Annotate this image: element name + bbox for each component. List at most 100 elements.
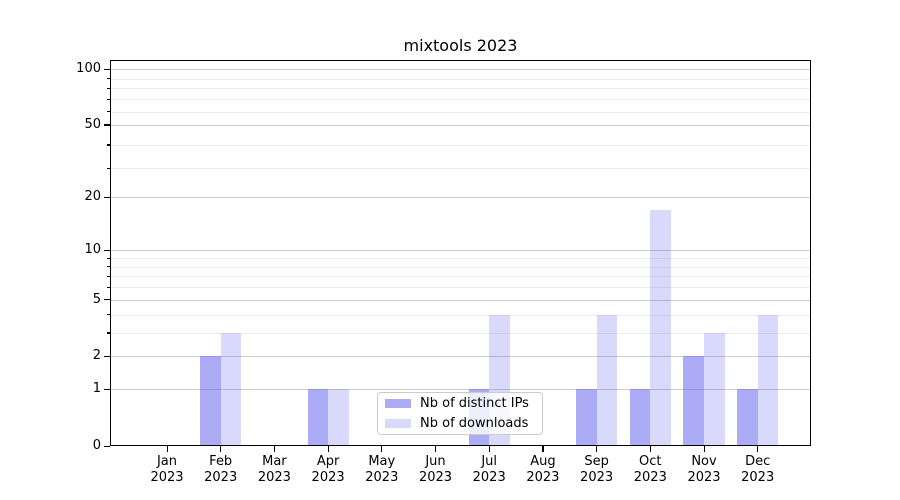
gridline-major bbox=[110, 299, 811, 301]
x-tick-year: 2023 bbox=[204, 469, 238, 485]
y-minor-tick-mark bbox=[107, 78, 110, 80]
gridline-minor bbox=[110, 266, 811, 268]
gridline-major bbox=[110, 250, 811, 252]
y-minor-tick-mark bbox=[107, 111, 110, 113]
gridline-minor bbox=[110, 78, 811, 80]
gridline-minor bbox=[110, 287, 811, 289]
legend-swatch-downloads bbox=[385, 419, 411, 428]
gridline-major bbox=[110, 197, 811, 199]
x-tick-year: 2023 bbox=[633, 469, 667, 485]
x-tick-year: 2023 bbox=[418, 469, 453, 485]
bar-distinct-ips bbox=[629, 389, 651, 446]
y-tick-mark bbox=[104, 196, 110, 199]
y-minor-tick-mark bbox=[107, 257, 110, 259]
y-tick-mark bbox=[104, 124, 110, 126]
y-tick-label: 20 bbox=[84, 189, 101, 205]
x-tick-label: May 2023 bbox=[350, 454, 414, 485]
gridline-minor bbox=[110, 314, 811, 316]
x-tick-label: Apr 2023 bbox=[296, 454, 360, 485]
x-tick-label: Jul 2023 bbox=[457, 454, 521, 485]
y-tick-label: 10 bbox=[84, 242, 101, 258]
gridline-major bbox=[110, 124, 811, 126]
y-tick-label: 5 bbox=[92, 291, 101, 307]
x-tick-mark bbox=[542, 446, 544, 452]
y-minor-tick-mark bbox=[107, 332, 110, 334]
legend-item-distinct-ips: Nb of distinct IPs bbox=[385, 396, 542, 411]
legend-swatch-distinct-ips bbox=[385, 399, 411, 408]
y-minor-tick-mark bbox=[107, 286, 110, 288]
x-tick-label: Jun 2023 bbox=[404, 454, 468, 485]
x-tick-month: Jun bbox=[425, 454, 446, 469]
x-tick-label: Mar 2023 bbox=[242, 454, 306, 485]
x-tick-month: Mar bbox=[262, 454, 287, 469]
x-tick-month: May bbox=[368, 454, 396, 469]
gridline-minor bbox=[110, 99, 811, 101]
x-tick-mark bbox=[757, 446, 759, 452]
legend: Nb of distinct IPs Nb of downloads bbox=[377, 392, 543, 435]
gridline-major bbox=[110, 389, 811, 391]
bar-distinct-ips bbox=[576, 389, 597, 446]
gridline-minor bbox=[110, 88, 811, 90]
x-tick-label: Nov 2023 bbox=[672, 454, 736, 485]
y-minor-tick-mark bbox=[107, 314, 110, 316]
x-tick-year: 2023 bbox=[526, 469, 560, 485]
x-tick-mark bbox=[220, 446, 222, 452]
x-tick-label: Dec 2023 bbox=[726, 454, 790, 485]
x-tick-month: Nov bbox=[691, 454, 717, 469]
x-tick-mark bbox=[273, 446, 276, 452]
bar-distinct-ips bbox=[200, 356, 221, 446]
x-tick-mark bbox=[596, 446, 598, 452]
x-tick-mark bbox=[649, 446, 651, 452]
legend-label-distinct-ips: Nb of distinct IPs bbox=[420, 396, 529, 411]
x-tick-year: 2023 bbox=[580, 469, 614, 485]
x-tick-mark bbox=[327, 446, 329, 452]
gridline-major bbox=[110, 356, 811, 358]
y-minor-tick-mark bbox=[107, 98, 110, 100]
legend-item-downloads: Nb of downloads bbox=[385, 416, 542, 431]
gridline-minor bbox=[110, 276, 811, 278]
x-tick-year: 2023 bbox=[365, 469, 399, 485]
bar-distinct-ips bbox=[683, 356, 704, 446]
x-tick-mark bbox=[435, 446, 437, 452]
y-tick-label: 0 bbox=[92, 438, 101, 453]
x-tick-month: Apr bbox=[316, 454, 340, 469]
y-tick-label: 2 bbox=[92, 348, 101, 364]
y-tick-mark bbox=[104, 388, 110, 391]
x-tick-year: 2023 bbox=[150, 469, 184, 485]
gridline-minor bbox=[110, 144, 811, 146]
x-tick-label: Aug 2023 bbox=[511, 454, 575, 485]
y-minor-tick-mark bbox=[107, 144, 110, 146]
plot-area bbox=[110, 60, 811, 446]
y-minor-tick-mark bbox=[107, 266, 110, 268]
x-tick-year: 2023 bbox=[311, 469, 345, 485]
x-tick-mark bbox=[703, 446, 705, 452]
gridline-minor bbox=[110, 111, 811, 113]
x-tick-label: Jan 2023 bbox=[135, 454, 199, 485]
gridline-minor bbox=[110, 332, 811, 334]
x-tick-label: Feb 2023 bbox=[189, 454, 253, 485]
x-tick-month: Aug bbox=[530, 454, 556, 469]
x-tick-month: Sep bbox=[584, 454, 609, 469]
y-tick-label: 50 bbox=[84, 116, 101, 132]
y-tick-mark bbox=[104, 355, 110, 357]
x-tick-mark bbox=[166, 446, 168, 452]
bar-downloads bbox=[650, 210, 671, 446]
gridline-minor bbox=[110, 168, 811, 170]
y-minor-tick-mark bbox=[107, 167, 110, 169]
legend-label-downloads: Nb of downloads bbox=[420, 416, 529, 431]
x-tick-label: Oct 2023 bbox=[618, 454, 682, 485]
x-tick-month: Dec bbox=[745, 454, 771, 469]
x-tick-month: Jul bbox=[481, 454, 498, 469]
y-tick-mark bbox=[104, 445, 110, 447]
x-tick-year: 2023 bbox=[687, 469, 721, 485]
x-tick-month: Jan bbox=[156, 454, 178, 469]
bar-downloads bbox=[757, 314, 779, 446]
y-tick-mark bbox=[104, 68, 110, 70]
x-tick-month: Oct bbox=[639, 454, 662, 469]
x-tick-year: 2023 bbox=[257, 469, 291, 485]
gridline-minor bbox=[110, 258, 811, 259]
x-tick-label: Sep 2023 bbox=[565, 454, 629, 485]
y-tick-mark bbox=[104, 249, 110, 251]
x-tick-year: 2023 bbox=[472, 469, 506, 485]
